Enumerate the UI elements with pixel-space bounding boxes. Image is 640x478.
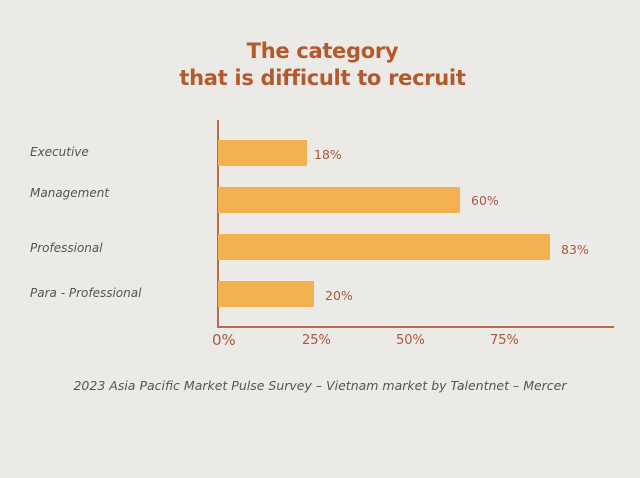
x-tick-75: 75% [490, 333, 519, 348]
x-tick-50: 50% [396, 333, 425, 348]
x-tick-25: 25% [302, 333, 331, 348]
bar-management [218, 187, 460, 213]
category-label-para-professional: Para - Professional [30, 286, 142, 300]
bar-para-professional [218, 281, 314, 307]
value-label-management: 60% [471, 193, 499, 208]
value-label-executive: 18% [314, 147, 342, 162]
category-label-management: Management [30, 186, 110, 200]
y-axis-line [217, 120, 219, 328]
value-label-para-professional: 20% [325, 288, 353, 303]
x-tick-0: 0% [212, 331, 236, 349]
value-label-professional: 83% [561, 242, 589, 257]
chart-title: The category that is difficult to recrui… [0, 38, 640, 92]
source-caption: 2023 Asia Pacific Market Pulse Survey – … [73, 378, 567, 393]
chart-title-line-2: that is difficult to recruit [179, 66, 466, 90]
bar-executive [218, 140, 307, 166]
chart-title-line-1: The category [246, 39, 399, 63]
bar-professional [218, 234, 550, 260]
category-label-professional: Professional [30, 241, 103, 255]
category-label-executive: Executive [30, 145, 89, 159]
x-axis-line [217, 326, 614, 328]
